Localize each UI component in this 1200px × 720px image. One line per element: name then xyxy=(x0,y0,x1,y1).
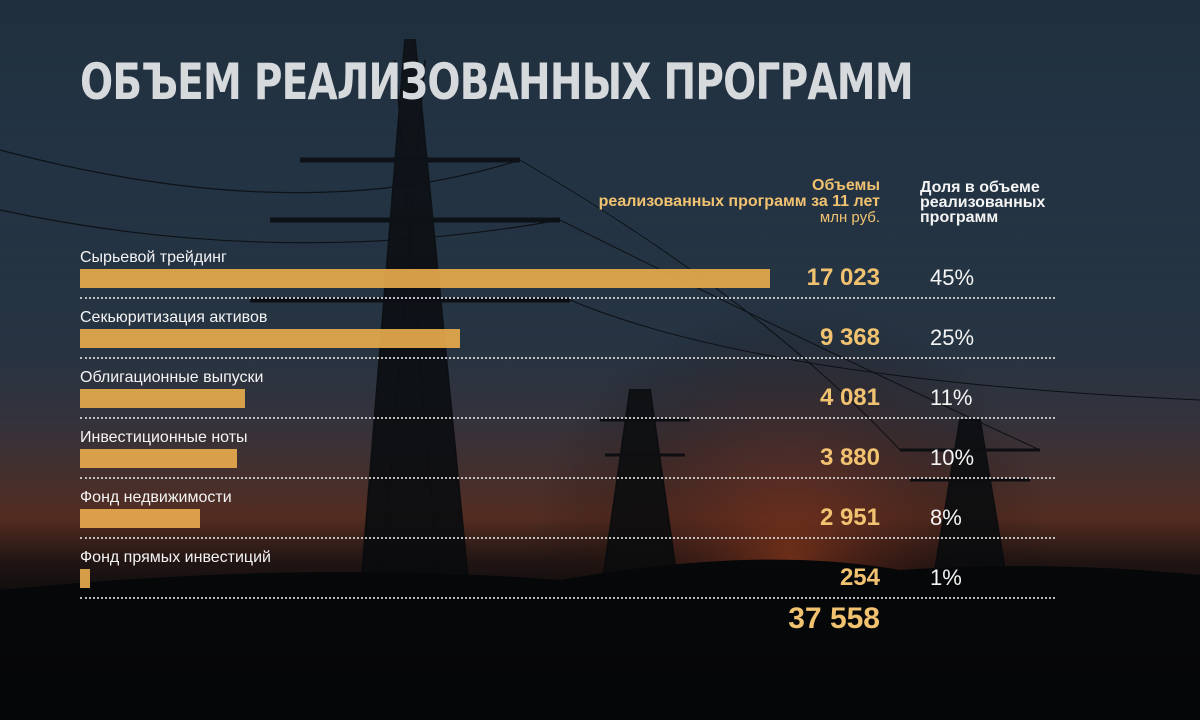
row-divider xyxy=(80,417,1055,419)
bar xyxy=(80,449,237,468)
value-label: 17 023 xyxy=(806,264,880,291)
value-label: 9 368 xyxy=(819,324,880,351)
value-label: 2 951 xyxy=(819,504,880,531)
total-value: 37 558 xyxy=(788,602,880,635)
chart-row: Фонд прямых инвестиций 254 1% xyxy=(80,548,1055,608)
volume-header-unit: млн руб. xyxy=(819,209,880,226)
chart-row: Фонд недвижимости 2 951 8% xyxy=(80,488,1055,548)
page-title: ОБЪЕМ РЕАЛИЗОВАННЫХ ПРОГРАММ xyxy=(80,53,914,111)
volume-header-line1: Объемы xyxy=(812,177,880,194)
chart-row: Облигационные выпуски 4 081 11% xyxy=(80,368,1055,428)
bar xyxy=(80,569,90,588)
chart-row: Сырьевой трейдинг 17 023 45% xyxy=(80,248,1055,308)
share-label: 45% xyxy=(930,265,975,290)
category-label: Инвестиционные ноты xyxy=(80,429,248,446)
row-divider xyxy=(80,297,1055,299)
volume-column-header: Объемы реализованных программ за 11 лет … xyxy=(520,178,880,226)
share-label: 8% xyxy=(930,505,962,530)
share-label: 10% xyxy=(930,445,975,470)
share-label: 11% xyxy=(930,385,973,410)
bar xyxy=(80,329,460,348)
share-label: 25% xyxy=(930,325,975,350)
share-header-line3: программ xyxy=(920,209,999,226)
value-label: 4 081 xyxy=(819,384,880,411)
row-divider xyxy=(80,477,1055,479)
share-label: 1% xyxy=(930,565,962,590)
chart-row: Секьюритизация активов 9 368 25% xyxy=(80,308,1055,368)
share-header-line2: реализованных xyxy=(920,194,1046,211)
bar xyxy=(80,509,200,528)
share-header-line1: Доля в объеме xyxy=(920,179,1040,196)
category-label: Фонд прямых инвестиций xyxy=(80,549,271,566)
row-divider xyxy=(80,537,1055,539)
share-column-header: Доля в объеме реализованных программ xyxy=(920,179,1120,226)
chart-row: Инвестиционные ноты 3 880 10% xyxy=(80,428,1055,488)
value-label: 254 xyxy=(839,564,880,591)
value-label: 3 880 xyxy=(819,444,880,471)
category-label: Сырьевой трейдинг xyxy=(80,249,227,266)
row-divider xyxy=(80,597,1055,599)
bar xyxy=(80,269,770,288)
category-label: Фонд недвижимости xyxy=(80,489,232,506)
category-label: Облигационные выпуски xyxy=(80,369,264,386)
row-divider xyxy=(80,357,1055,359)
category-label: Секьюритизация активов xyxy=(80,309,268,326)
bar xyxy=(80,389,245,408)
volume-header-line2: реализованных программ за 11 лет xyxy=(598,193,880,210)
